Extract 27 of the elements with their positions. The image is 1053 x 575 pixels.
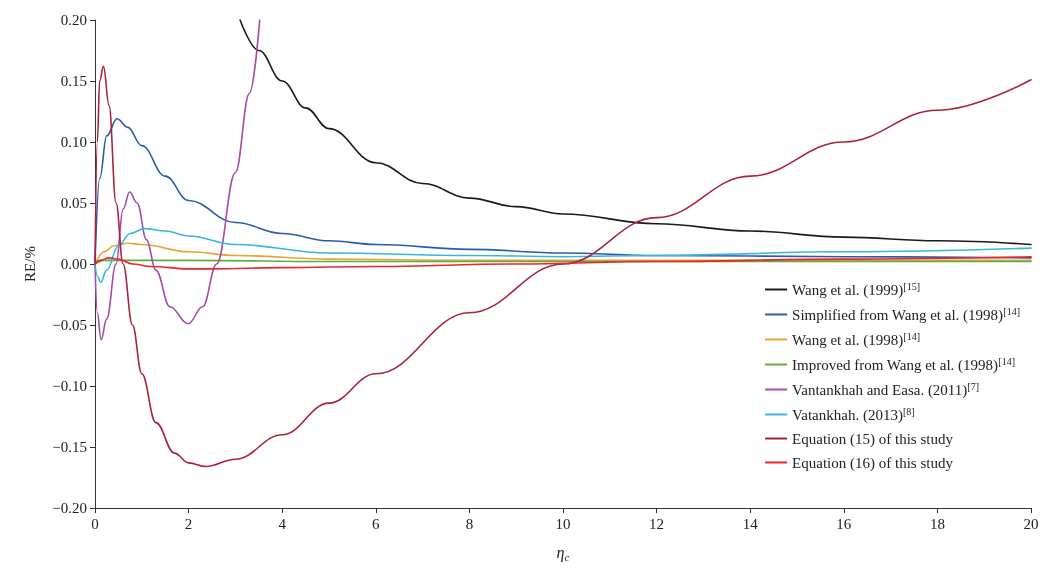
legend-label: Equation (15) of this study xyxy=(792,430,954,448)
y-tick-label: −0.10 xyxy=(52,378,87,394)
x-tick-label: 14 xyxy=(742,515,759,532)
x-tick-label: 0 xyxy=(91,515,99,532)
y-tick-label: 0.15 xyxy=(60,73,87,89)
line-series xyxy=(94,227,1032,284)
x-tick-label: 12 xyxy=(649,515,665,532)
x-tick-label: 8 xyxy=(465,515,474,532)
x-tick-label: 10 xyxy=(555,515,571,532)
y-tick-label: 0.05 xyxy=(60,195,87,211)
x-tick-label: 18 xyxy=(929,515,945,532)
x-tick-label: 2 xyxy=(184,515,193,532)
y-tick-label: 0.00 xyxy=(60,256,87,272)
line-series xyxy=(94,255,1032,270)
legend-label: Equation (16) of this study xyxy=(792,454,954,472)
line-series xyxy=(94,19,261,341)
y-tick-label: 0.10 xyxy=(60,134,87,150)
x-tick-label: 20 xyxy=(1023,515,1039,532)
y-tick-label: −0.15 xyxy=(52,439,87,455)
x-tick-label: 6 xyxy=(372,515,381,532)
y-axis-title: RE/% xyxy=(21,246,38,282)
y-tick-label: −0.05 xyxy=(52,317,87,333)
y-tick-label: 0.20 xyxy=(60,12,87,28)
y-tick-label: −0.20 xyxy=(52,500,87,516)
line-series xyxy=(239,19,1032,246)
x-tick-label: 16 xyxy=(836,515,852,532)
x-tick-label: 4 xyxy=(278,515,287,532)
